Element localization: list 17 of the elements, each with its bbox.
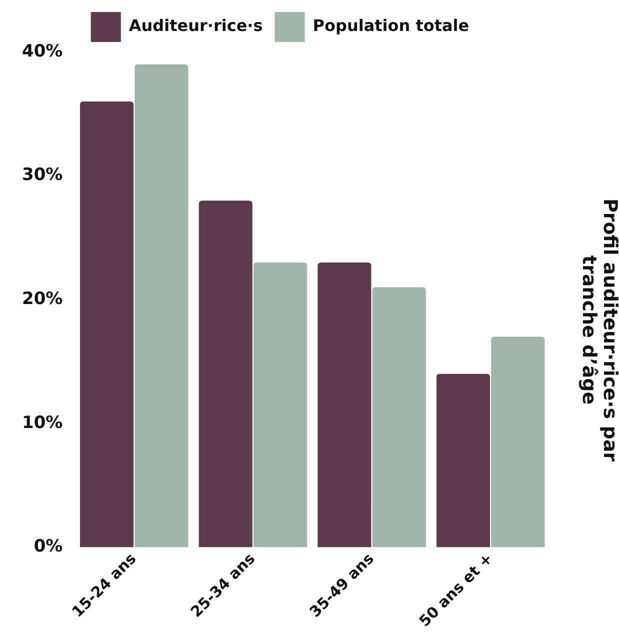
text: Profil auditeur·rice·s par tranche d’âge (578, 197, 619, 464)
y-tick-label: 30% (22, 165, 63, 186)
bar (134, 64, 188, 548)
y-tick-label: 40% (22, 41, 63, 62)
bar (491, 336, 545, 548)
bar (253, 262, 308, 548)
y-tick-label: 20% (22, 289, 63, 310)
legend-label: Auditeur·rice·s (128, 16, 263, 36)
y-tick-label: 0% (34, 536, 63, 557)
bar (436, 374, 490, 548)
bar (372, 287, 426, 548)
x-tick-label: 50 ans et + (415, 549, 496, 630)
bar (80, 102, 134, 548)
bar (198, 200, 252, 548)
bar (318, 262, 372, 548)
y-tick-label: 10% (22, 412, 63, 433)
legend-label: Population totale (312, 16, 470, 36)
